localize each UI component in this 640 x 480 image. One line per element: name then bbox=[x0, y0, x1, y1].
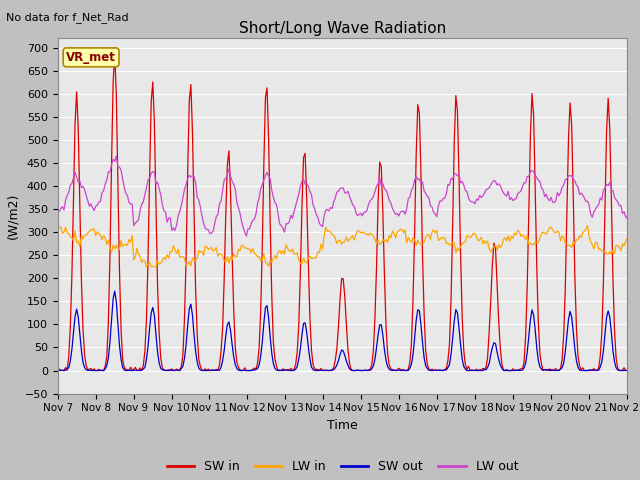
SW out bbox=[244, 368, 252, 373]
LW out bbox=[113, 153, 120, 159]
LW out bbox=[125, 200, 133, 205]
Line: LW in: LW in bbox=[58, 226, 627, 267]
SW in bbox=[244, 368, 252, 373]
SW out bbox=[125, 367, 133, 373]
LW in bbox=[54, 223, 61, 228]
SW out bbox=[54, 368, 61, 373]
LW in bbox=[253, 254, 261, 260]
LW in bbox=[595, 246, 602, 252]
LW out bbox=[255, 195, 263, 201]
LW in bbox=[305, 255, 312, 261]
SW in bbox=[225, 148, 233, 154]
LW out bbox=[306, 189, 314, 194]
Line: SW out: SW out bbox=[58, 291, 627, 371]
SW in bbox=[125, 368, 133, 373]
LW out bbox=[225, 166, 233, 172]
LW in bbox=[584, 223, 591, 228]
LW out bbox=[54, 209, 61, 215]
SW in bbox=[111, 50, 118, 56]
LW in bbox=[225, 260, 233, 266]
LW in bbox=[124, 242, 131, 248]
Line: SW in: SW in bbox=[58, 53, 627, 371]
LW in bbox=[244, 246, 252, 252]
SW in bbox=[623, 368, 631, 373]
X-axis label: Time: Time bbox=[327, 419, 358, 432]
SW out bbox=[225, 319, 233, 325]
SW in bbox=[593, 368, 601, 373]
Y-axis label: (W/m2): (W/m2) bbox=[6, 193, 19, 239]
SW out bbox=[305, 344, 312, 349]
Legend: SW in, LW in, SW out, LW out: SW in, LW in, SW out, LW out bbox=[161, 455, 524, 478]
LW out bbox=[243, 233, 250, 239]
LW out bbox=[595, 202, 602, 208]
SW in bbox=[54, 368, 61, 373]
SW out bbox=[623, 368, 631, 373]
LW in bbox=[623, 235, 631, 241]
Line: LW out: LW out bbox=[58, 156, 627, 236]
LW out bbox=[246, 226, 253, 232]
SW in bbox=[305, 257, 312, 263]
Text: VR_met: VR_met bbox=[66, 51, 116, 64]
SW out bbox=[593, 368, 601, 373]
Title: Short/Long Wave Radiation: Short/Long Wave Radiation bbox=[239, 21, 446, 36]
LW out bbox=[623, 216, 631, 221]
Text: No data for f_Net_Rad: No data for f_Net_Rad bbox=[6, 12, 129, 23]
LW in bbox=[143, 264, 150, 270]
SW out bbox=[111, 288, 118, 294]
SW out bbox=[253, 366, 261, 372]
SW in bbox=[253, 360, 261, 366]
